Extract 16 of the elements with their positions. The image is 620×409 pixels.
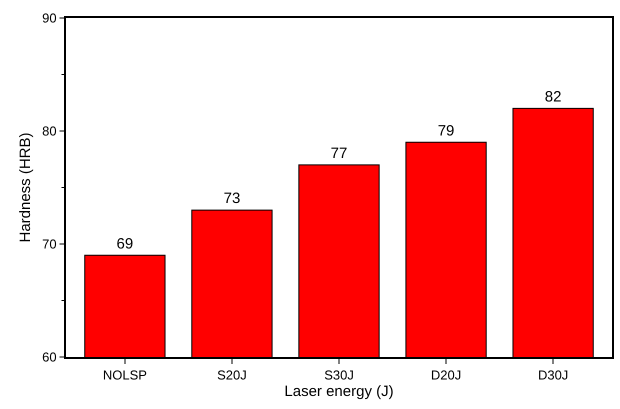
y-tick-label: 60: [42, 350, 57, 365]
y-tick-label: 70: [42, 236, 57, 252]
data-label: 73: [224, 190, 240, 208]
x-tick-label: NOLSP: [102, 367, 147, 382]
x-tick-label: S20J: [217, 367, 247, 382]
data-label: 69: [116, 235, 134, 252]
y-tick-label: 90: [42, 10, 57, 26]
data-label: 77: [330, 144, 348, 162]
y-axis-title: Hardness (HRB): [16, 132, 34, 243]
x-tick-label: S30J: [324, 367, 354, 382]
x-axis-title: Laser energy (J): [284, 382, 394, 400]
y-tick-label: 80: [42, 124, 57, 139]
data-label: 82: [544, 88, 562, 106]
x-tick-label: D20J: [430, 367, 462, 382]
x-tick-label: D30J: [538, 367, 568, 382]
data-label: 79: [438, 122, 454, 140]
